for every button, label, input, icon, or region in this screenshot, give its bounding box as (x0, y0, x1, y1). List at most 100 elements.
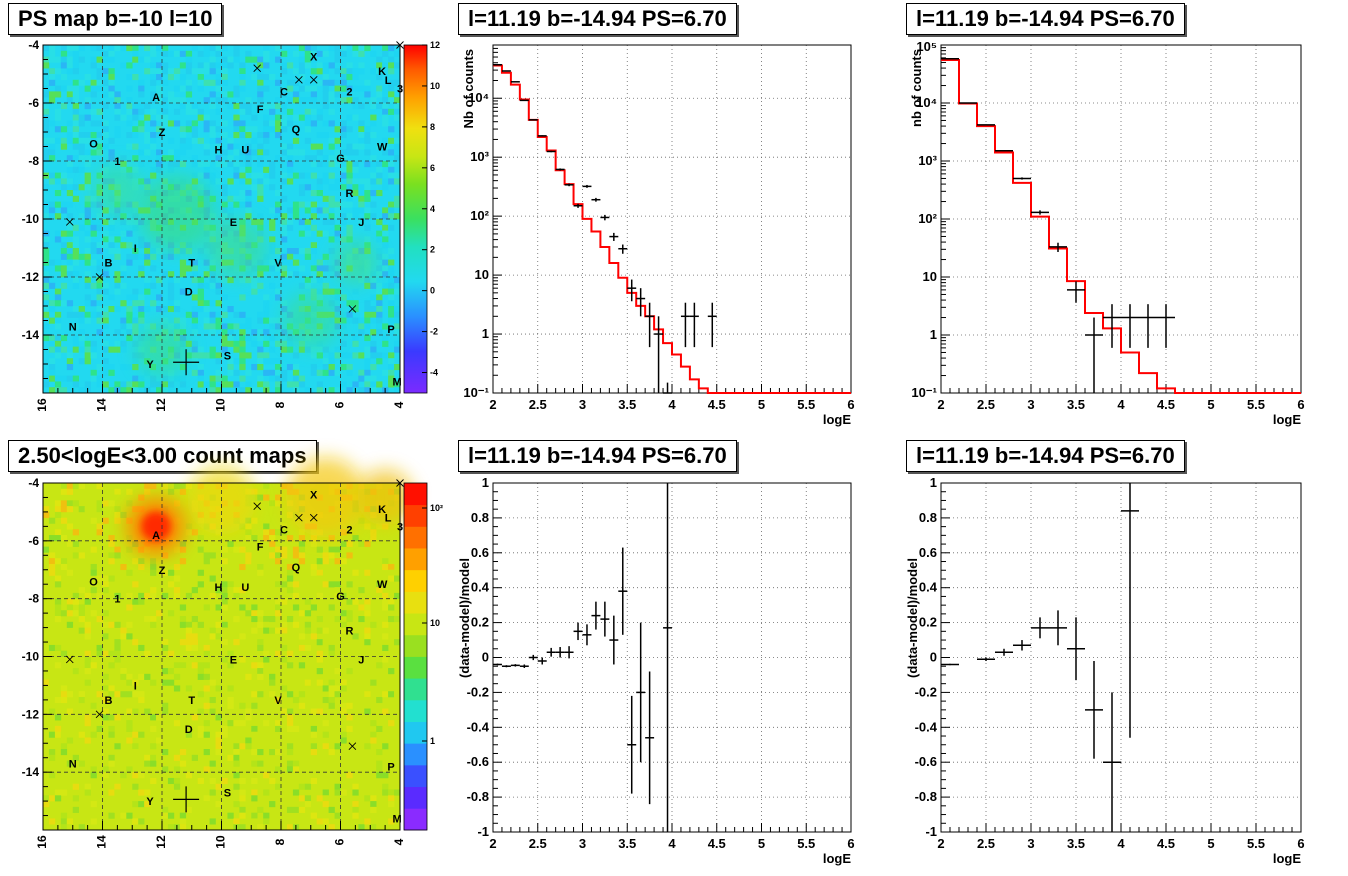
map-pixel (322, 282, 329, 289)
map-pixel (84, 656, 91, 663)
map-pixel (197, 108, 204, 115)
map-pixel (132, 818, 139, 825)
map-pixel (263, 789, 270, 796)
map-pixel (60, 346, 68, 353)
map-pixel (197, 381, 204, 388)
map-pixel (72, 236, 79, 243)
map-pixel (245, 381, 252, 388)
map-pixel (245, 195, 252, 202)
plot-area (493, 483, 851, 832)
map-pixel (382, 207, 389, 214)
map-pixel (173, 317, 181, 324)
map-pixel (54, 91, 62, 98)
map-pixel (209, 789, 216, 796)
map-pixel (352, 166, 359, 173)
map-pixel (227, 277, 234, 284)
map-pixel (108, 137, 115, 144)
map-pixel (304, 155, 312, 162)
map-pixel (54, 346, 62, 353)
map-pixel (209, 329, 216, 336)
map-pixel (167, 161, 175, 168)
map-pixel (340, 149, 347, 156)
map-pixel (352, 317, 359, 324)
map-pixel (48, 754, 56, 761)
map-pixel (221, 725, 228, 732)
map-pixel (364, 708, 371, 715)
map-pixel (203, 114, 210, 121)
map-pixel (72, 610, 79, 617)
map-pixel (322, 195, 329, 202)
map-pixel (388, 668, 395, 675)
map-pixel (304, 79, 312, 86)
map-pixel (233, 369, 240, 376)
map-pixel (221, 558, 228, 565)
map-pixel (227, 137, 234, 144)
map-pixel (96, 120, 103, 127)
map-pixel (328, 161, 335, 168)
map-pixel (292, 213, 300, 220)
map-pixel (185, 108, 193, 115)
map-pixel (328, 352, 335, 359)
map-pixel (227, 702, 234, 709)
map-pixel (227, 650, 234, 657)
map-pixel (114, 552, 121, 559)
map-pixel (275, 201, 282, 208)
map-pixel (60, 248, 68, 255)
map-pixel (316, 352, 323, 359)
map-pixel (60, 207, 68, 214)
map-pixel (72, 335, 79, 342)
map-pixel (173, 575, 181, 582)
map-pixel (209, 91, 216, 98)
map-pixel (156, 248, 163, 255)
data-points (941, 483, 1139, 832)
map-pixel (221, 731, 228, 738)
map-pixel (346, 68, 353, 75)
map-pixel (215, 685, 222, 692)
map-pixel (251, 137, 258, 144)
map-pixel (60, 230, 68, 237)
map-pixel (54, 294, 62, 301)
map-pixel (370, 68, 377, 75)
map-pixel (269, 242, 276, 249)
map-pixel (114, 789, 121, 796)
map-pixel (84, 219, 91, 226)
map-pixel (197, 346, 204, 353)
map-pixel (215, 85, 222, 92)
map-pixel (203, 271, 210, 278)
map-pixel (281, 259, 288, 266)
map-pixel (108, 575, 115, 582)
map-pixel (275, 610, 282, 617)
map-pixel (114, 271, 121, 278)
map-pixel (96, 259, 103, 266)
map-pixel (370, 679, 377, 686)
map-pixel (197, 68, 204, 75)
map-pixel (132, 340, 139, 347)
map-pixel (322, 79, 329, 86)
source-label: Y (146, 796, 154, 808)
map-pixel (72, 97, 79, 104)
map-pixel (298, 795, 306, 802)
map-pixel (191, 824, 198, 831)
map-pixel (179, 149, 187, 156)
map-pixel (66, 259, 74, 266)
map-pixel (43, 155, 50, 162)
map-pixel (292, 352, 300, 359)
map-pixel (334, 68, 341, 75)
map-pixel (215, 143, 222, 150)
map-pixel (370, 190, 377, 197)
map-pixel (316, 616, 323, 623)
map-pixel (144, 288, 151, 295)
map-pixel (358, 375, 365, 382)
map-pixel (286, 253, 294, 260)
map-pixel (78, 45, 85, 52)
map-pixel (150, 91, 157, 98)
map-pixel (102, 685, 109, 692)
map-pixel (298, 201, 306, 208)
x-tick-label: 16 (35, 398, 49, 412)
map-pixel (72, 126, 79, 133)
map-pixel (84, 352, 91, 359)
map-pixel (286, 708, 294, 715)
map-pixel (221, 149, 228, 156)
map-pixel (275, 546, 282, 553)
map-pixel (126, 253, 133, 260)
